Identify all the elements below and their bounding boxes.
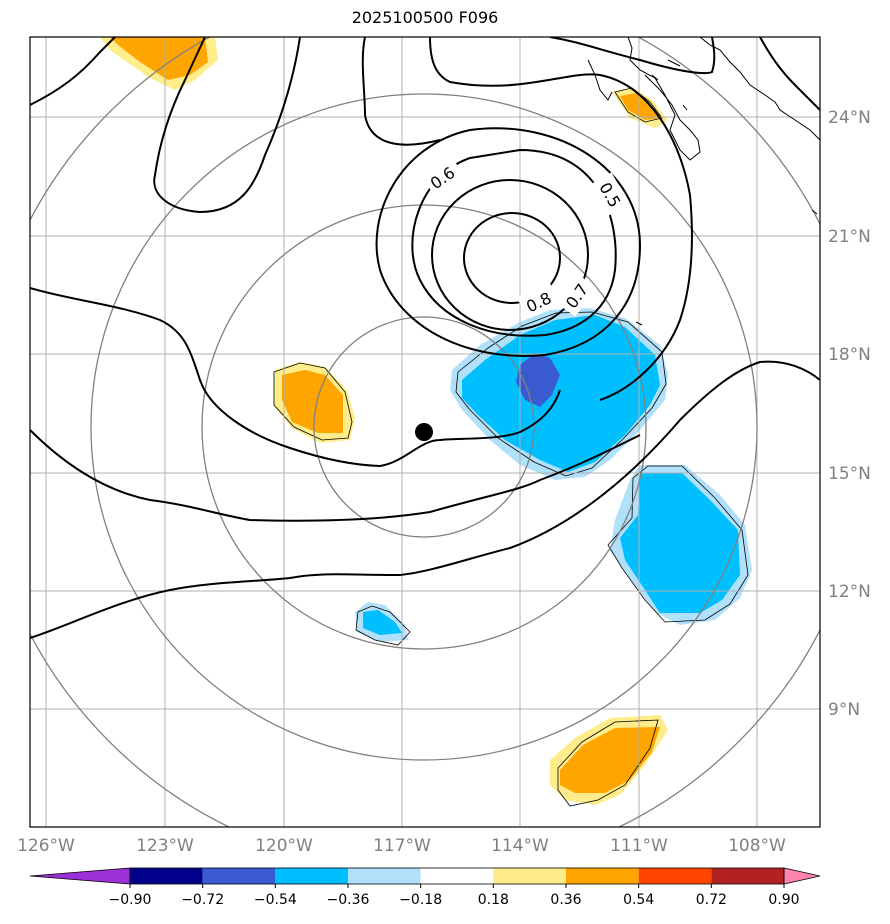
colorbar-tick-label: 0.18: [478, 892, 509, 908]
colorbar-tick-label: 0.72: [696, 892, 727, 908]
colorbar-swatch: [202, 868, 276, 884]
contour-labels: 0.6 0.5 0.8 0.7: [418, 151, 630, 319]
negative-anomaly-core: [363, 610, 402, 635]
colorbar-swatch: [493, 868, 566, 884]
colorbar-extend-low: [29, 867, 131, 885]
colorbar-swatch: [275, 868, 348, 884]
lon-label: 123°W: [136, 836, 194, 856]
latitude-labels: 24°N 21°N 18°N 15°N 12°N 9°N: [828, 108, 871, 720]
lon-label: 126°W: [17, 836, 75, 856]
shaded-regions: [100, 37, 752, 805]
range-rings: [30, 37, 820, 827]
colorbar-tick-label: −0.18: [399, 892, 442, 908]
lon-label: 117°W: [373, 836, 431, 856]
longitude-labels: 126°W 123°W 120°W 117°W 114°W 111°W 108°…: [17, 836, 786, 856]
pressure-contours: [30, 37, 820, 639]
lon-label: 108°W: [728, 836, 786, 856]
colorbar-tick-label: −0.36: [327, 892, 370, 908]
lat-label: 21°N: [828, 227, 871, 247]
colorbar-tick-label: 0.36: [550, 892, 581, 908]
negative-anomaly-core: [620, 473, 740, 613]
colorbar-swatch: [566, 868, 639, 884]
colorbar-extend-high: [783, 867, 821, 885]
colorbar-swatch: [130, 868, 203, 884]
strong-negative-anomaly: [516, 353, 560, 407]
positive-anomaly-core: [620, 93, 660, 120]
colorbar: −0.90 −0.72 −0.54 −0.36 −0.18 0.18 0.36 0.54 0.7…: [29, 867, 821, 908]
colorbar-tick-label: 0.90: [768, 892, 799, 908]
lon-label: 111°W: [610, 836, 668, 856]
colorbar-frame: [129, 867, 785, 885]
coastline: [587, 37, 820, 326]
map-panel: 0.6 0.5 0.8 0.7: [30, 37, 820, 827]
map-frame: [29, 36, 821, 828]
storm-center-marker: [415, 423, 433, 441]
lat-label: 12°N: [828, 582, 871, 602]
lon-label: 114°W: [491, 836, 549, 856]
colorbar-swatch: [638, 868, 712, 884]
positive-anomaly-core: [560, 727, 660, 793]
lat-label: 9°N: [828, 700, 860, 720]
lat-label: 24°N: [828, 108, 871, 128]
colorbar-swatch: [348, 868, 421, 884]
lat-label: 15°N: [828, 464, 871, 484]
colorbar-swatch: [711, 868, 784, 884]
lon-label: 120°W: [255, 836, 313, 856]
shaded-outlines: [273, 87, 749, 807]
positive-anomaly-core: [282, 370, 343, 433]
colorbar-tick-label: 0.54: [623, 892, 654, 908]
colorbar-swatch: [420, 868, 494, 884]
colorbar-tick-label: −0.72: [181, 892, 224, 908]
lat-label: 18°N: [828, 345, 871, 365]
positive-anomaly-core: [110, 37, 208, 80]
colorbar-tick-label: −0.54: [254, 892, 297, 908]
colorbar-tick-label: −0.90: [109, 892, 152, 908]
map-title: 2025100500 F096: [351, 8, 499, 27]
